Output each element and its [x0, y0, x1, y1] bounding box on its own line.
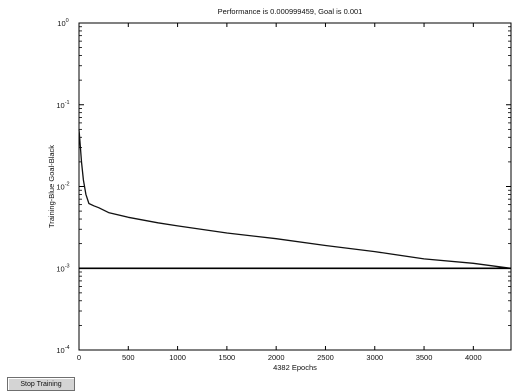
x-tick-label: 3500: [416, 353, 433, 362]
training-performance-line: [78, 129, 512, 269]
y-axis-label: Training-Blue Goal-Black: [47, 145, 56, 228]
y-tick-label: 100: [57, 18, 68, 28]
x-tick-label: 3000: [366, 353, 383, 362]
x-tick-label: 4000: [465, 353, 482, 362]
chart-title: Performance is 0.000999459, Goal is 0.00…: [218, 7, 363, 16]
x-axis-label: 4382 Epochs: [273, 363, 317, 372]
x-tick-label: 500: [122, 353, 135, 362]
y-tick-label: 10-2: [56, 182, 69, 192]
x-tick-label: 2500: [317, 353, 334, 362]
x-tick-label: 1000: [169, 353, 186, 362]
stop-training-button[interactable]: Stop Training: [7, 377, 75, 391]
x-tick-label: 0: [77, 353, 81, 362]
plot-frame: [78, 22, 512, 351]
x-tick-label: 2000: [268, 353, 285, 362]
y-tick-label: 10-1: [56, 100, 69, 110]
y-tick-label: 10-4: [56, 345, 69, 355]
x-tick-label: 1500: [219, 353, 236, 362]
y-tick-label: 10-3: [56, 263, 69, 273]
